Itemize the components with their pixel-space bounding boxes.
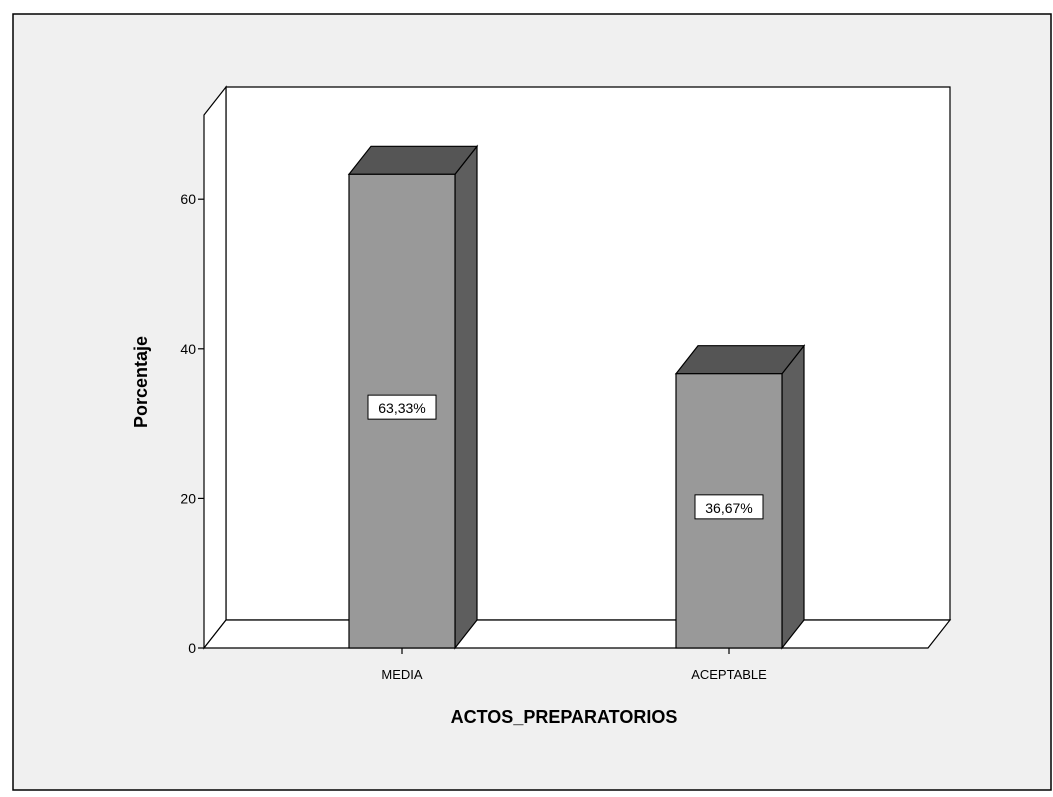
bar-aceptable: 36,67% bbox=[674, 343, 806, 650]
y-tick-label: 60 bbox=[180, 191, 196, 207]
bar-media: 63,33% bbox=[347, 144, 479, 650]
y-tick-label: 0 bbox=[188, 640, 196, 656]
y-axis-label: Porcentaje bbox=[131, 336, 151, 428]
bar-top-face bbox=[674, 345, 806, 375]
x-tick-label: ACEPTABLE bbox=[691, 667, 767, 682]
data-label: 36,67% bbox=[705, 500, 752, 516]
bars: 63,33% 36,67% bbox=[347, 144, 806, 650]
x-axis-label: ACTOS_PREPARATORIOS bbox=[451, 707, 678, 727]
y-tick-label: 20 bbox=[180, 490, 196, 506]
plot-floor bbox=[202, 619, 952, 649]
data-label-box bbox=[694, 494, 764, 520]
bar-top-face bbox=[347, 145, 479, 175]
plot-back-wall bbox=[225, 86, 951, 621]
bar-side-face bbox=[781, 343, 805, 650]
y-tick-label: 40 bbox=[180, 341, 196, 357]
data-label-box bbox=[367, 394, 437, 420]
y-axis: 0 20 40 60 bbox=[180, 191, 204, 656]
x-axis: MEDIA ACEPTABLE bbox=[381, 648, 767, 682]
data-label: 63,33% bbox=[378, 400, 425, 416]
x-tick-label: MEDIA bbox=[381, 667, 423, 682]
bar-side-face bbox=[454, 144, 478, 650]
plot-left-wall bbox=[203, 85, 227, 650]
